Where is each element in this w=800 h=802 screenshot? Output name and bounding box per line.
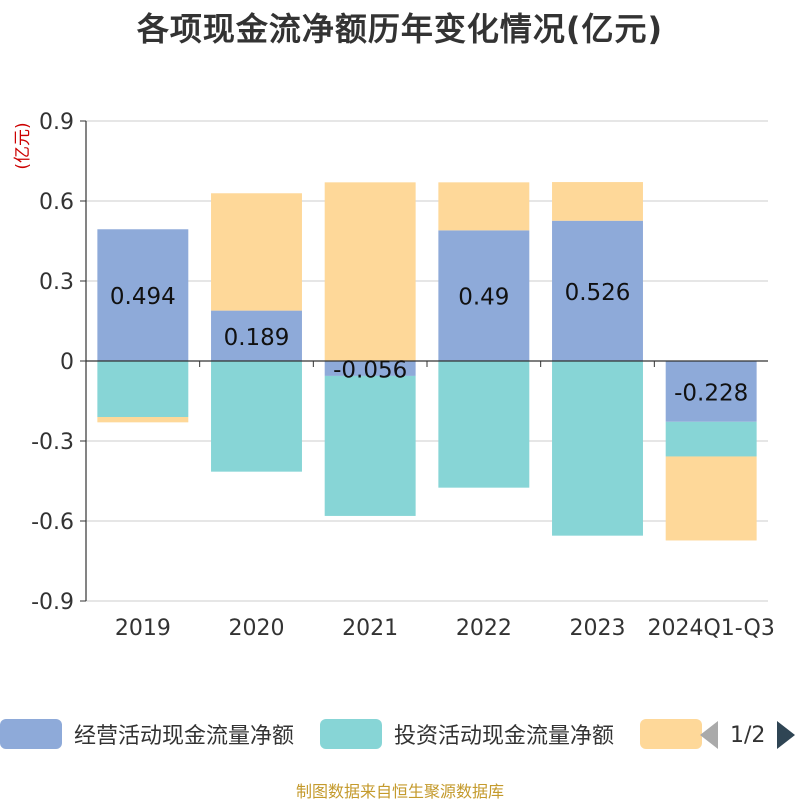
bar-series-0-2019[interactable] [97,229,189,361]
bar-series-1-2024Q1-Q3[interactable] [665,421,757,457]
chart-area: 0.9 0.6 0.3 0 -0.3 -0.6 -0.9 2019 2020 2021 2022 20… [13,110,775,641]
bar-series-2-2024Q1-Q3[interactable] [665,456,757,541]
bar-series-0-2023[interactable] [552,220,643,361]
bar-series-2-2022[interactable] [438,182,530,231]
legend-pager: 1/2 [700,718,796,752]
bar-series-1-2019[interactable] [97,361,189,417]
bar-series-2-2020[interactable] [211,193,302,311]
data-label-2021: -0.056 [333,357,407,383]
x-tick-label: 2020 [229,616,285,641]
bar-series-1-2020[interactable] [211,361,302,472]
y-tick-label: 0.6 [39,190,74,215]
bar-series-1-2021[interactable] [324,375,416,516]
y-tick-label: 0.9 [39,110,74,135]
y-tick-label: -0.6 [31,510,74,535]
data-label-2024Q1-Q3: -0.228 [674,380,748,406]
legend-item-operating[interactable]: 经营活动现金流量净额 [0,716,294,752]
source-note: 制图数据来自恒生聚源数据库 [295,782,504,801]
data-label-2020: 0.189 [224,325,290,351]
y-axis-unit-label: (亿元) [13,122,33,169]
bar-series-2-2019[interactable] [97,417,189,423]
x-tick-label: 2022 [456,616,512,641]
x-tick-label: 2021 [342,616,398,641]
data-label-2023: 0.526 [565,280,631,306]
legend-label-operating: 经营活动现金流量净额 [74,724,295,749]
bar-series-2-2023[interactable] [552,182,643,221]
bar-series-0-2020[interactable] [211,310,302,361]
legend-label-investing: 投资活动现金流量净额 [394,724,615,749]
bar-series-0-2022[interactable] [438,230,530,361]
legend: 经营活动现金流量净额 投资活动现金流量净额 [0,716,800,752]
legend-item-investing[interactable]: 投资活动现金流量净额 [320,716,614,752]
y-tick-label: 0.3 [39,270,74,295]
x-tick-label: 2024Q1-Q3 [647,616,774,641]
legend-swatch-operating [0,719,62,749]
bar-series-0-2024Q1-Q3[interactable] [665,361,757,422]
legend-swatch-investing [320,719,382,749]
legend-swatch-financing [640,719,702,749]
x-tick-label: 2019 [115,616,171,641]
legend-item-financing[interactable] [640,716,714,752]
data-label-2022: 0.49 [458,285,509,311]
x-tick-label: 2023 [570,616,626,641]
bar-series-0-2021[interactable] [324,361,416,376]
y-tick-label: 0 [60,350,74,375]
bar-series-2-2021[interactable] [324,182,416,361]
data-label-2019: 0.494 [110,284,176,310]
y-tick-label: -0.3 [31,430,74,455]
bar-series-1-2022[interactable] [438,361,530,488]
bar-series-1-2023[interactable] [552,361,643,536]
chart-title: 各项现金流净额历年变化情况(亿元) [136,10,664,48]
legend-next-page-icon[interactable] [777,721,796,749]
y-tick-label: -0.9 [31,590,74,615]
legend-prev-page-icon[interactable] [700,721,718,749]
legend-page-indicator: 1/2 [730,722,766,748]
